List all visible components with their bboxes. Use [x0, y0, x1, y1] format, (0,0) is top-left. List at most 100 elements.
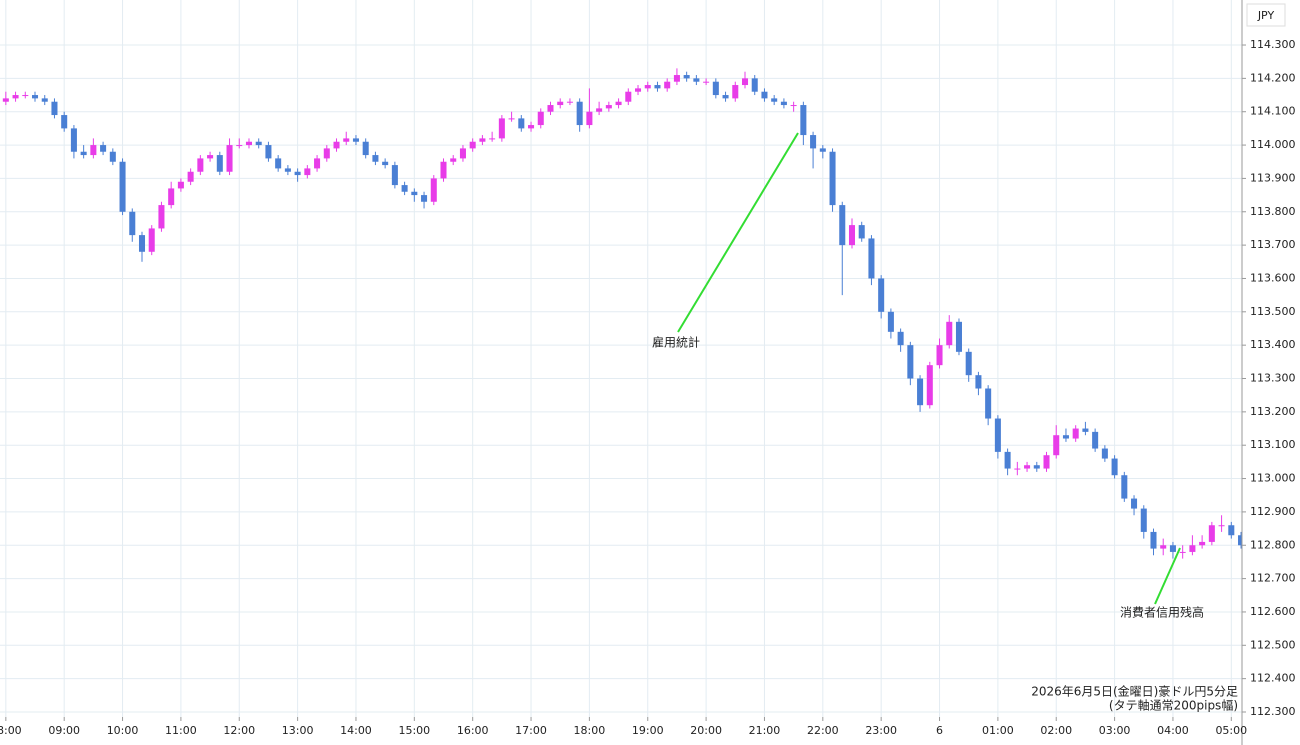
candle-body [100, 145, 107, 152]
candle-body [858, 225, 865, 239]
candle-body [1092, 431, 1099, 449]
candle-body [1160, 545, 1167, 549]
y-tick-label: 113.800 [1250, 205, 1296, 218]
candle-body [1082, 428, 1089, 432]
candle-body [459, 148, 466, 159]
candle-body [51, 101, 58, 116]
candle-body [936, 345, 943, 366]
x-tick-label: 11:00 [165, 724, 197, 737]
candle-body [654, 85, 661, 89]
note: (タテ軸通常200pips幅) [1109, 698, 1238, 713]
annotation-line [1154, 547, 1181, 605]
candle-body [1121, 475, 1128, 499]
x-tick-label: 13:00 [282, 724, 314, 737]
candle-body [352, 138, 359, 142]
candle-body [333, 141, 340, 149]
candle-body [314, 158, 321, 169]
candle-body [508, 118, 515, 120]
candle-body [1043, 455, 1050, 469]
grid [0, 0, 1242, 717]
y-tick-label: 113.900 [1250, 171, 1296, 184]
candle-body [421, 195, 428, 202]
x-tick-label: 14:00 [340, 724, 372, 737]
candle-body [868, 238, 875, 279]
candle-body [810, 135, 817, 149]
candle-body [177, 181, 184, 189]
candle-body [80, 151, 87, 156]
candle-body [673, 75, 680, 82]
candle-body [430, 178, 437, 202]
candle-body [732, 85, 739, 99]
candle-body [1169, 545, 1176, 552]
candle-body [382, 161, 389, 166]
axis-label: JPY [1257, 9, 1275, 22]
x-tick-label: 17:00 [515, 724, 547, 737]
candle-body [1053, 435, 1060, 456]
candle-body [537, 111, 544, 126]
x-tick-label: 21:00 [749, 724, 781, 737]
candle-body [207, 155, 214, 159]
y-tick-label: 113.100 [1250, 438, 1296, 451]
candle-body [90, 145, 97, 156]
y-tick-label: 112.900 [1250, 505, 1296, 518]
candle-body [187, 171, 194, 182]
candle-body [22, 95, 29, 97]
y-tick-label: 112.600 [1250, 605, 1296, 618]
candle-body [683, 75, 690, 79]
candle-body [635, 88, 642, 92]
candle-body [946, 321, 953, 346]
candle-body [897, 331, 904, 346]
x-tick-label: 16:00 [457, 724, 489, 737]
candle-body [284, 168, 291, 172]
x-tick-label: 03:00 [1099, 724, 1131, 737]
axis-label-box [1246, 3, 1286, 27]
candle-body [236, 145, 243, 147]
note: 2026年6月5日(金曜日)豪ドル円5分足 [1031, 684, 1238, 699]
candle-body [985, 388, 992, 419]
candle-body [1062, 435, 1069, 439]
candle-body [343, 138, 350, 142]
candle-body [907, 345, 914, 379]
candle-body [41, 98, 48, 102]
x-tick-label: 12:00 [223, 724, 255, 737]
candle-body [819, 148, 826, 152]
candle-body [401, 185, 408, 192]
candle-body [1140, 508, 1147, 532]
candle-body [1004, 451, 1011, 469]
y-tick-label: 114.300 [1250, 38, 1296, 51]
x-tick-label: 04:00 [1157, 724, 1189, 737]
candle-body [712, 81, 719, 96]
candle-body [216, 155, 223, 172]
candle-body [829, 151, 836, 206]
x-tick-label: 15:00 [398, 724, 430, 737]
candle-body [926, 365, 933, 406]
annotation-line [677, 132, 799, 333]
x-tick-label: 19:00 [632, 724, 664, 737]
y-tick-label: 112.400 [1250, 672, 1296, 685]
candle-body [965, 351, 972, 376]
candle-body [780, 101, 787, 106]
candle-body [693, 78, 700, 82]
candle-body [703, 81, 710, 83]
annotation: 消費者信用残高 [1120, 605, 1204, 620]
candle-body [362, 141, 369, 156]
candle-body [148, 228, 155, 252]
y-tick-label: 113.500 [1250, 305, 1296, 318]
candle-body [800, 105, 807, 136]
x-tick-label: 01:00 [982, 724, 1014, 737]
candle-body [790, 105, 797, 107]
y-tick-label: 114.100 [1250, 105, 1296, 118]
candle-body [255, 141, 262, 146]
candle-body [975, 375, 982, 389]
candle-body [1189, 545, 1196, 552]
candle-body [265, 145, 272, 159]
y-tick-label: 112.300 [1250, 705, 1296, 718]
candle-body [1024, 465, 1031, 469]
candle-body [1131, 498, 1138, 509]
x-tick-label: 10:00 [107, 724, 139, 737]
candle-body [887, 311, 894, 332]
candle-body [625, 91, 632, 102]
y-tick-label: 112.500 [1250, 638, 1296, 651]
